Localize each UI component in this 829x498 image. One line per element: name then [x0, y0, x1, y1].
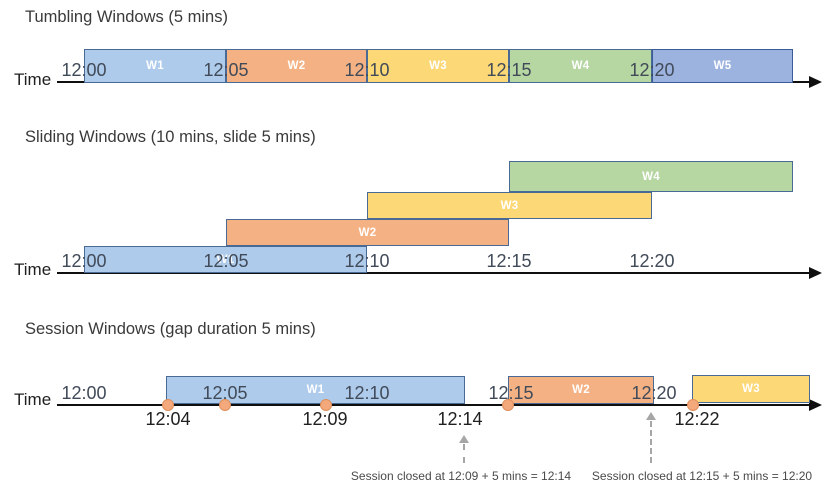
sliding-window-w1: W1 — [84, 246, 367, 273]
session-window-w1: W1 — [166, 376, 465, 404]
dashed-up-arrow-icon — [646, 412, 656, 420]
dashed-callout-line — [650, 421, 652, 463]
window-label: W2 — [287, 60, 306, 72]
tick-label: 12:15 — [486, 251, 532, 271]
event-dot — [162, 399, 174, 411]
tick-label: 12:10 — [344, 60, 390, 80]
sliding-title: Sliding Windows (10 mins, slide 5 mins) — [25, 128, 316, 146]
tick-label: 12:10 — [344, 251, 390, 271]
sliding-time-axis — [57, 272, 811, 274]
window-label: W3 — [500, 199, 519, 212]
sliding-axis-arrow-icon — [809, 267, 822, 279]
sliding-window-w4: W4 — [509, 161, 793, 192]
session-close-annotation: Session closed at 12:15 + 5 mins = 12:20 — [591, 469, 813, 483]
dashed-callout-line — [463, 444, 465, 463]
session-window-w2: W2 — [508, 376, 654, 404]
tick-label: 12:20 — [629, 60, 675, 80]
session-close-annotation: Session closed at 12:09 + 5 mins = 12:14 — [350, 469, 572, 483]
session-window-w3: W3 — [692, 375, 810, 403]
tumbling-title: Tumbling Windows (5 mins) — [25, 8, 228, 26]
window-label: W1 — [146, 60, 164, 72]
tick-label: 12:00 — [61, 383, 107, 403]
event-time-label: 12:04 — [145, 409, 191, 429]
tick-label: 12:20 — [629, 251, 675, 271]
tick-label: 12:10 — [344, 383, 390, 403]
event-time-label: 12:14 — [437, 409, 483, 429]
window-label: W2 — [358, 226, 377, 239]
tick-label: 12:05 — [203, 60, 249, 80]
sliding-window-w3: W3 — [367, 192, 652, 219]
session-axis-label: Time — [14, 390, 52, 409]
sliding-axis-label: Time — [14, 260, 52, 279]
tumbling-window-w3: W3 — [367, 49, 509, 83]
event-dot — [687, 399, 699, 411]
event-dot — [320, 399, 332, 411]
tick-label: 12:05 — [203, 251, 249, 271]
event-time-label: 12:22 — [674, 409, 720, 429]
tick-label: 12:20 — [631, 383, 677, 403]
window-label: W5 — [713, 60, 732, 72]
tumbling-window-w4: W4 — [509, 49, 652, 83]
window-label: W4 — [642, 170, 660, 183]
session-time-axis — [57, 404, 811, 406]
tumbling-window-w2: W2 — [226, 49, 367, 83]
event-dot — [219, 399, 231, 411]
tumbling-axis-arrow-icon — [809, 76, 822, 88]
tick-label: 12:15 — [486, 60, 532, 80]
sliding-window-w2: W2 — [226, 219, 509, 246]
tick-label: 12:00 — [61, 251, 107, 271]
window-label: W1 — [306, 384, 325, 396]
tumbling-window-w1: W1 — [84, 49, 226, 83]
window-label: W4 — [571, 60, 590, 72]
session-axis-arrow-icon — [809, 399, 822, 411]
window-label: W2 — [572, 384, 590, 396]
tick-label: 12:00 — [61, 60, 107, 80]
window-label: W3 — [742, 383, 760, 395]
tick-label: 12:15 — [488, 383, 534, 403]
window-label: W3 — [429, 60, 447, 72]
event-time-label: 12:09 — [302, 409, 348, 429]
window-label: W1 — [216, 253, 235, 266]
tumbling-axis-label: Time — [14, 70, 52, 89]
tumbling-window-w5: W5 — [652, 49, 793, 83]
session-title: Session Windows (gap duration 5 mins) — [25, 320, 316, 338]
dashed-up-arrow-icon — [459, 435, 469, 443]
tick-label: 12:05 — [202, 383, 248, 403]
event-dot — [502, 399, 514, 411]
